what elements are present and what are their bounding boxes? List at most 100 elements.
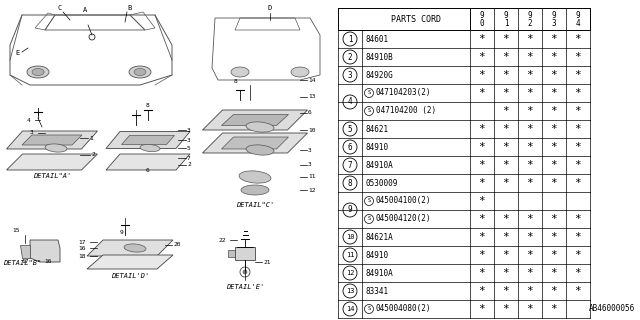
Text: *: * <box>527 142 533 152</box>
Text: 9: 9 <box>120 230 124 235</box>
Text: *: * <box>479 88 485 98</box>
Text: 3: 3 <box>308 148 312 153</box>
Text: *: * <box>502 160 509 170</box>
Text: 0530009: 0530009 <box>366 179 398 188</box>
Ellipse shape <box>45 144 67 152</box>
Text: 3: 3 <box>552 19 556 28</box>
Ellipse shape <box>141 155 159 161</box>
Text: 1: 1 <box>348 35 352 44</box>
Text: *: * <box>527 160 533 170</box>
Ellipse shape <box>129 66 151 78</box>
Text: 17: 17 <box>21 259 29 264</box>
Text: *: * <box>527 52 533 62</box>
Text: *: * <box>575 124 581 134</box>
Text: 83341: 83341 <box>366 286 389 295</box>
Ellipse shape <box>239 171 271 183</box>
Polygon shape <box>6 131 97 149</box>
Text: 14: 14 <box>308 77 316 83</box>
Ellipse shape <box>246 122 274 132</box>
Text: 6: 6 <box>308 110 312 116</box>
Text: 5: 5 <box>187 146 191 150</box>
Text: *: * <box>575 250 581 260</box>
Text: 3: 3 <box>348 70 352 79</box>
Text: 13: 13 <box>308 94 316 100</box>
Text: *: * <box>575 70 581 80</box>
Text: 14: 14 <box>346 306 355 312</box>
Text: 84920G: 84920G <box>366 70 394 79</box>
Text: *: * <box>527 178 533 188</box>
Text: *: * <box>502 250 509 260</box>
Text: S: S <box>367 307 371 311</box>
Text: 3: 3 <box>187 127 191 132</box>
Polygon shape <box>221 115 289 125</box>
Text: 20: 20 <box>173 243 180 247</box>
Text: *: * <box>502 232 509 242</box>
Text: *: * <box>550 160 557 170</box>
Polygon shape <box>22 135 82 145</box>
Text: 12: 12 <box>346 270 355 276</box>
Text: *: * <box>550 124 557 134</box>
Text: *: * <box>575 178 581 188</box>
Text: 9: 9 <box>528 11 532 20</box>
Text: 4: 4 <box>26 117 30 123</box>
Text: DETAIL"C': DETAIL"C' <box>236 202 274 208</box>
Text: *: * <box>502 286 509 296</box>
Text: 1: 1 <box>504 19 508 28</box>
Text: 84621: 84621 <box>366 124 389 133</box>
Text: *: * <box>550 70 557 80</box>
Text: 7: 7 <box>187 156 191 161</box>
Text: 9: 9 <box>504 11 508 20</box>
Polygon shape <box>106 132 190 148</box>
Text: 3: 3 <box>308 163 312 167</box>
Text: D: D <box>268 5 272 11</box>
Text: 9: 9 <box>348 205 352 214</box>
Text: *: * <box>575 286 581 296</box>
Text: *: * <box>479 250 485 260</box>
Text: *: * <box>550 304 557 314</box>
Text: *: * <box>479 232 485 242</box>
Text: *: * <box>479 178 485 188</box>
Text: PARTS CORD: PARTS CORD <box>391 14 441 23</box>
Text: *: * <box>527 214 533 224</box>
Text: *: * <box>527 88 533 98</box>
Text: 2: 2 <box>528 19 532 28</box>
Text: *: * <box>479 196 485 206</box>
Text: *: * <box>479 214 485 224</box>
Text: *: * <box>527 70 533 80</box>
Text: S: S <box>367 198 371 204</box>
Text: *: * <box>575 52 581 62</box>
Text: *: * <box>479 34 485 44</box>
Ellipse shape <box>27 66 49 78</box>
Text: 8: 8 <box>233 79 237 84</box>
Text: 4: 4 <box>348 98 352 107</box>
Text: S: S <box>367 217 371 221</box>
Text: 12: 12 <box>308 188 316 193</box>
Text: DETAIL'D': DETAIL'D' <box>111 273 149 279</box>
Text: 9: 9 <box>552 11 556 20</box>
Text: 9: 9 <box>480 11 484 20</box>
Ellipse shape <box>134 68 146 76</box>
Text: 84910: 84910 <box>366 251 389 260</box>
Text: 8: 8 <box>348 179 352 188</box>
Ellipse shape <box>241 185 269 195</box>
Text: *: * <box>502 142 509 152</box>
Text: *: * <box>575 232 581 242</box>
Polygon shape <box>202 110 307 130</box>
Text: 6: 6 <box>146 168 150 173</box>
Text: *: * <box>502 124 509 134</box>
Text: *: * <box>550 250 557 260</box>
Text: *: * <box>575 88 581 98</box>
Polygon shape <box>235 247 255 260</box>
Text: 18: 18 <box>78 253 86 259</box>
Text: AB46000056: AB46000056 <box>589 304 635 313</box>
Text: *: * <box>527 106 533 116</box>
Ellipse shape <box>246 145 274 155</box>
Text: 13: 13 <box>346 288 355 294</box>
Text: 22: 22 <box>218 237 225 243</box>
Text: 3: 3 <box>187 138 191 142</box>
Text: *: * <box>575 268 581 278</box>
Ellipse shape <box>291 67 309 77</box>
Text: *: * <box>550 88 557 98</box>
Text: *: * <box>527 124 533 134</box>
Text: 045004080(2): 045004080(2) <box>376 305 431 314</box>
